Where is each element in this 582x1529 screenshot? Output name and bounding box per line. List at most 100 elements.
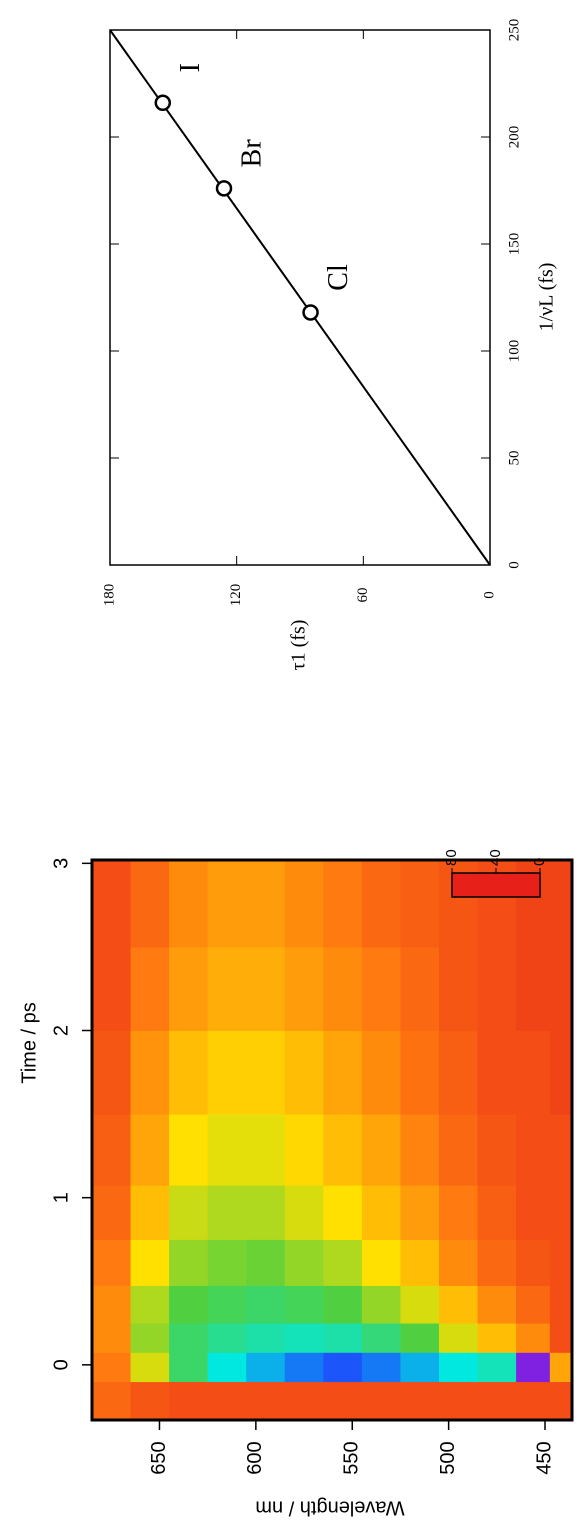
heat-cell xyxy=(516,1323,551,1353)
heat-cell xyxy=(284,1352,324,1383)
colorbar xyxy=(451,872,541,898)
heat-cell xyxy=(477,1114,517,1186)
heat-cell xyxy=(246,1352,286,1383)
y-axis-title: τ1 (fs) xyxy=(288,620,310,671)
heat-cell xyxy=(246,1030,286,1115)
y-tick-label: 3 xyxy=(50,858,72,869)
heat-cell xyxy=(400,1285,440,1324)
heat-cell xyxy=(207,1114,247,1186)
heat-cell xyxy=(130,1381,170,1421)
heat-cell xyxy=(169,946,209,1032)
heat-cell xyxy=(207,1323,247,1353)
heat-cell xyxy=(516,1030,551,1115)
y-axis-title: Time / ps xyxy=(18,1002,40,1084)
heat-cell xyxy=(284,1239,324,1286)
heat-cell xyxy=(549,1030,573,1115)
y-tick-label: 0 xyxy=(50,1359,72,1370)
heat-cell xyxy=(246,1323,286,1353)
heat-cell xyxy=(130,1185,170,1240)
heat-cell xyxy=(207,1381,247,1421)
plot-frame xyxy=(109,29,491,566)
heat-cell xyxy=(361,1285,401,1324)
heat-cell xyxy=(438,1352,479,1383)
heat-cell xyxy=(516,1285,551,1324)
heat-cell xyxy=(92,1114,132,1186)
heat-cell xyxy=(516,946,551,1032)
heat-cell xyxy=(361,1185,401,1240)
heat-cell xyxy=(246,1185,286,1240)
heat-cell xyxy=(400,860,440,948)
y-tick-label: 180 xyxy=(101,584,117,607)
y-tick-label: 1 xyxy=(50,1192,72,1203)
heat-cell xyxy=(323,1185,363,1240)
heat-cell xyxy=(130,1114,170,1186)
heat-cell xyxy=(438,1114,479,1186)
heat-cell xyxy=(130,946,170,1032)
heat-cell xyxy=(284,1381,324,1421)
heat-cell xyxy=(323,1114,363,1186)
heat-cell xyxy=(169,1185,209,1240)
heat-cell xyxy=(361,946,401,1032)
heat-cell xyxy=(477,1185,517,1240)
heat-cell xyxy=(92,1323,132,1353)
heat-cell xyxy=(246,1114,286,1186)
x-tick-label: 450 xyxy=(533,1441,555,1474)
x-tick-label: 250 xyxy=(506,19,522,42)
heat-cell xyxy=(438,946,479,1032)
heat-cell xyxy=(438,1030,479,1115)
heat-cell xyxy=(284,1030,324,1115)
heat-cell xyxy=(323,860,363,948)
data-point xyxy=(215,180,233,197)
y-tick-label: 2 xyxy=(50,1025,72,1036)
x-axis-title: Wavelength / nm xyxy=(255,1497,404,1519)
heat-cell xyxy=(284,946,324,1032)
colorbar-tick-label: 0 xyxy=(531,858,548,866)
heat-cell xyxy=(477,1352,517,1383)
heat-cell xyxy=(92,860,132,948)
heat-cell xyxy=(400,1239,440,1286)
heat-cell xyxy=(92,1285,132,1324)
heat-cell xyxy=(207,1030,247,1115)
x-tick-label: 650 xyxy=(148,1441,170,1474)
heat-cell xyxy=(477,1030,517,1115)
heat-cell xyxy=(477,1323,517,1353)
heat-cell xyxy=(361,1030,401,1115)
fit-line xyxy=(109,29,491,566)
point-label: Cl xyxy=(323,264,354,291)
heat-cell xyxy=(207,1239,247,1286)
heat-cell xyxy=(438,1239,479,1286)
heat-cell xyxy=(361,1381,401,1421)
x-tick-label: 100 xyxy=(506,340,522,363)
heat-cell xyxy=(169,1352,209,1383)
heat-cell xyxy=(246,1285,286,1324)
heat-cell xyxy=(92,1381,132,1421)
heat-cell xyxy=(477,1239,517,1286)
heat-cell xyxy=(246,1239,286,1286)
heat-cell xyxy=(400,1323,440,1353)
heat-cell xyxy=(516,1114,551,1186)
heat-cell xyxy=(207,1352,247,1383)
heat-cell xyxy=(477,1381,517,1421)
heat-cell xyxy=(169,1030,209,1115)
colorbar-tick-label: 40 xyxy=(487,849,504,866)
heat-cell xyxy=(438,1323,479,1353)
heat-cell xyxy=(361,1323,401,1353)
x-tick-label: 0 xyxy=(506,561,522,569)
y-tick-label: 120 xyxy=(228,584,244,607)
heat-cell xyxy=(400,946,440,1032)
heat-cell xyxy=(169,1381,209,1421)
x-tick-label: 550 xyxy=(341,1441,363,1474)
heat-cell xyxy=(361,1114,401,1186)
data-point xyxy=(154,94,172,112)
heat-cell xyxy=(207,1185,247,1240)
heat-cell xyxy=(516,1185,551,1240)
heat-cell xyxy=(323,1323,363,1353)
heat-cell xyxy=(246,946,286,1032)
heat-cell xyxy=(438,1285,479,1324)
heat-cell xyxy=(92,1030,132,1115)
x-axis-title: 1/νL (fs) xyxy=(536,263,558,332)
heat-cell xyxy=(130,1239,170,1286)
heat-cell xyxy=(477,946,517,1032)
plot-frame xyxy=(90,858,574,1422)
